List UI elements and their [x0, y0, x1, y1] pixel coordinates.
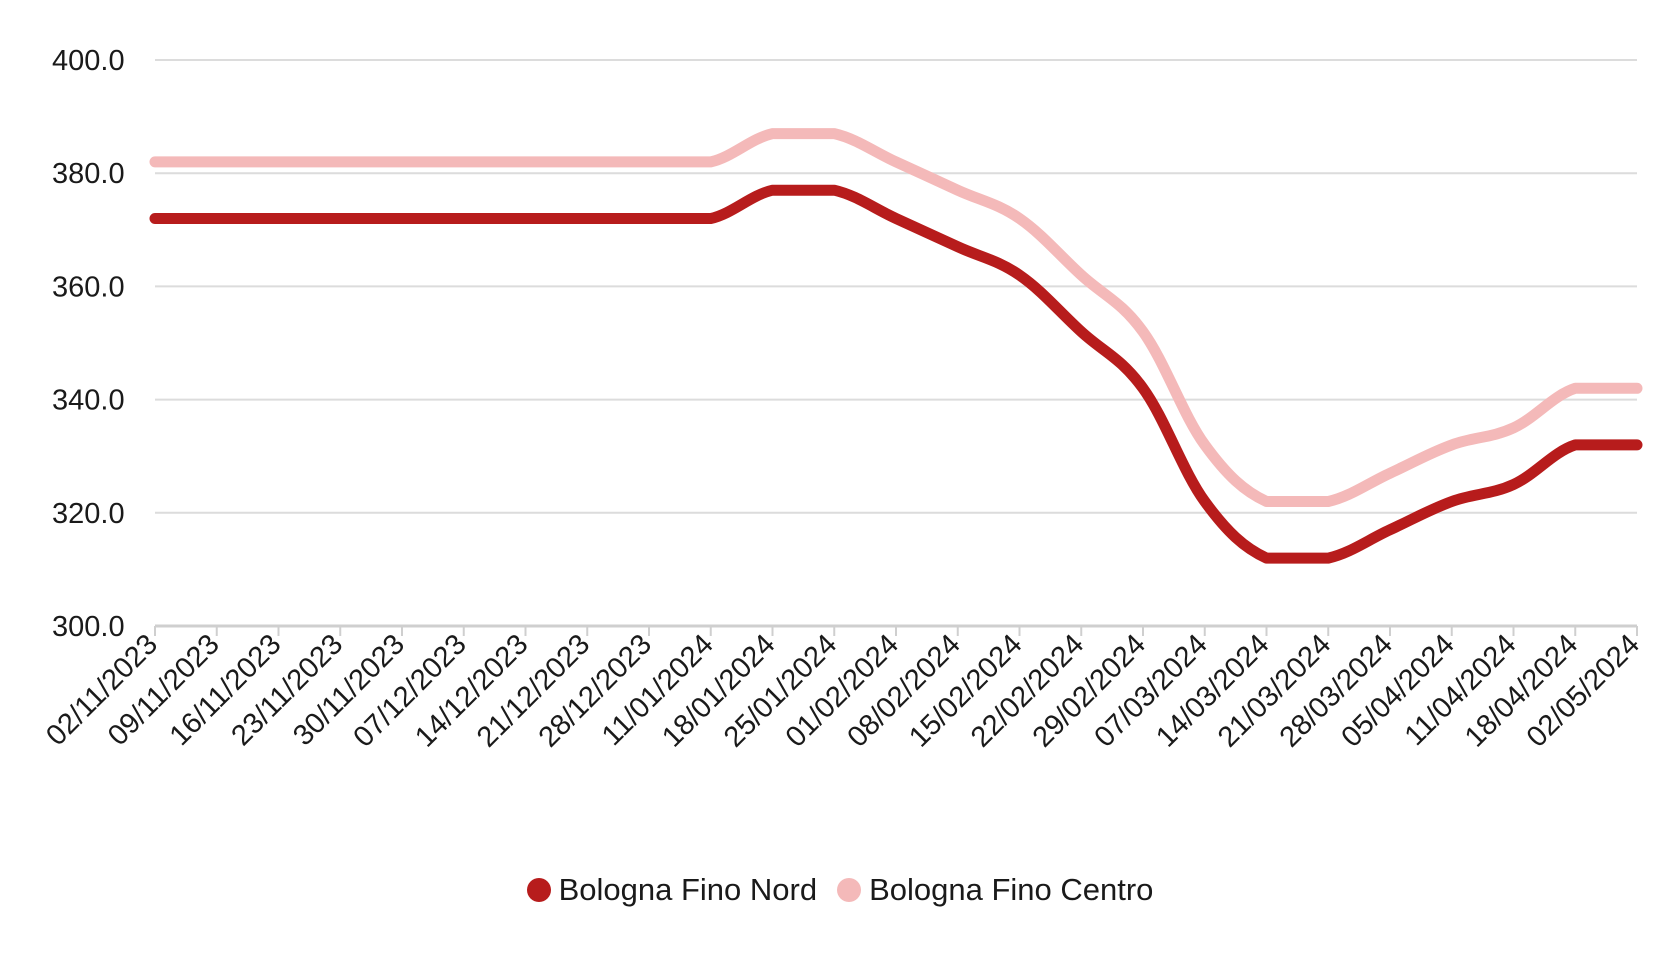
legend-item-bologna-fino-nord[interactable]: Bologna Fino Nord [526, 872, 818, 908]
legend-label: Bologna Fino Nord [558, 872, 818, 907]
y-tick-label: 300.0 [52, 611, 125, 643]
y-tick-label: 340.0 [52, 385, 125, 417]
legend-label: Bologna Fino Centro [869, 872, 1154, 907]
y-axis-tick-labels: 300.0 320.0 340.0 360.0 380.0 400.0 [52, 45, 125, 643]
y-tick-label: 320.0 [52, 498, 125, 530]
x-axis-tick-labels: 02/11/202309/11/202316/11/202323/11/2023… [40, 628, 1646, 753]
chart-legend: Bologna Fino Nord Bologna Fino Centro [0, 872, 1680, 908]
y-tick-label: 360.0 [52, 271, 125, 303]
x-axis [154, 624, 1638, 636]
legend-item-bologna-fino-centro[interactable]: Bologna Fino Centro [837, 872, 1153, 908]
series-line-bologna-fino-centro [149, 128, 1643, 507]
legend-swatch-circle-icon [526, 878, 551, 902]
y-tick-label: 380.0 [52, 158, 125, 190]
legend-swatch-circle-icon [837, 878, 862, 902]
series-lines [149, 128, 1643, 564]
series-line-bologna-fino-nord [149, 184, 1643, 564]
y-tick-label: 400.0 [52, 45, 125, 77]
grid-lines [155, 59, 1637, 514]
